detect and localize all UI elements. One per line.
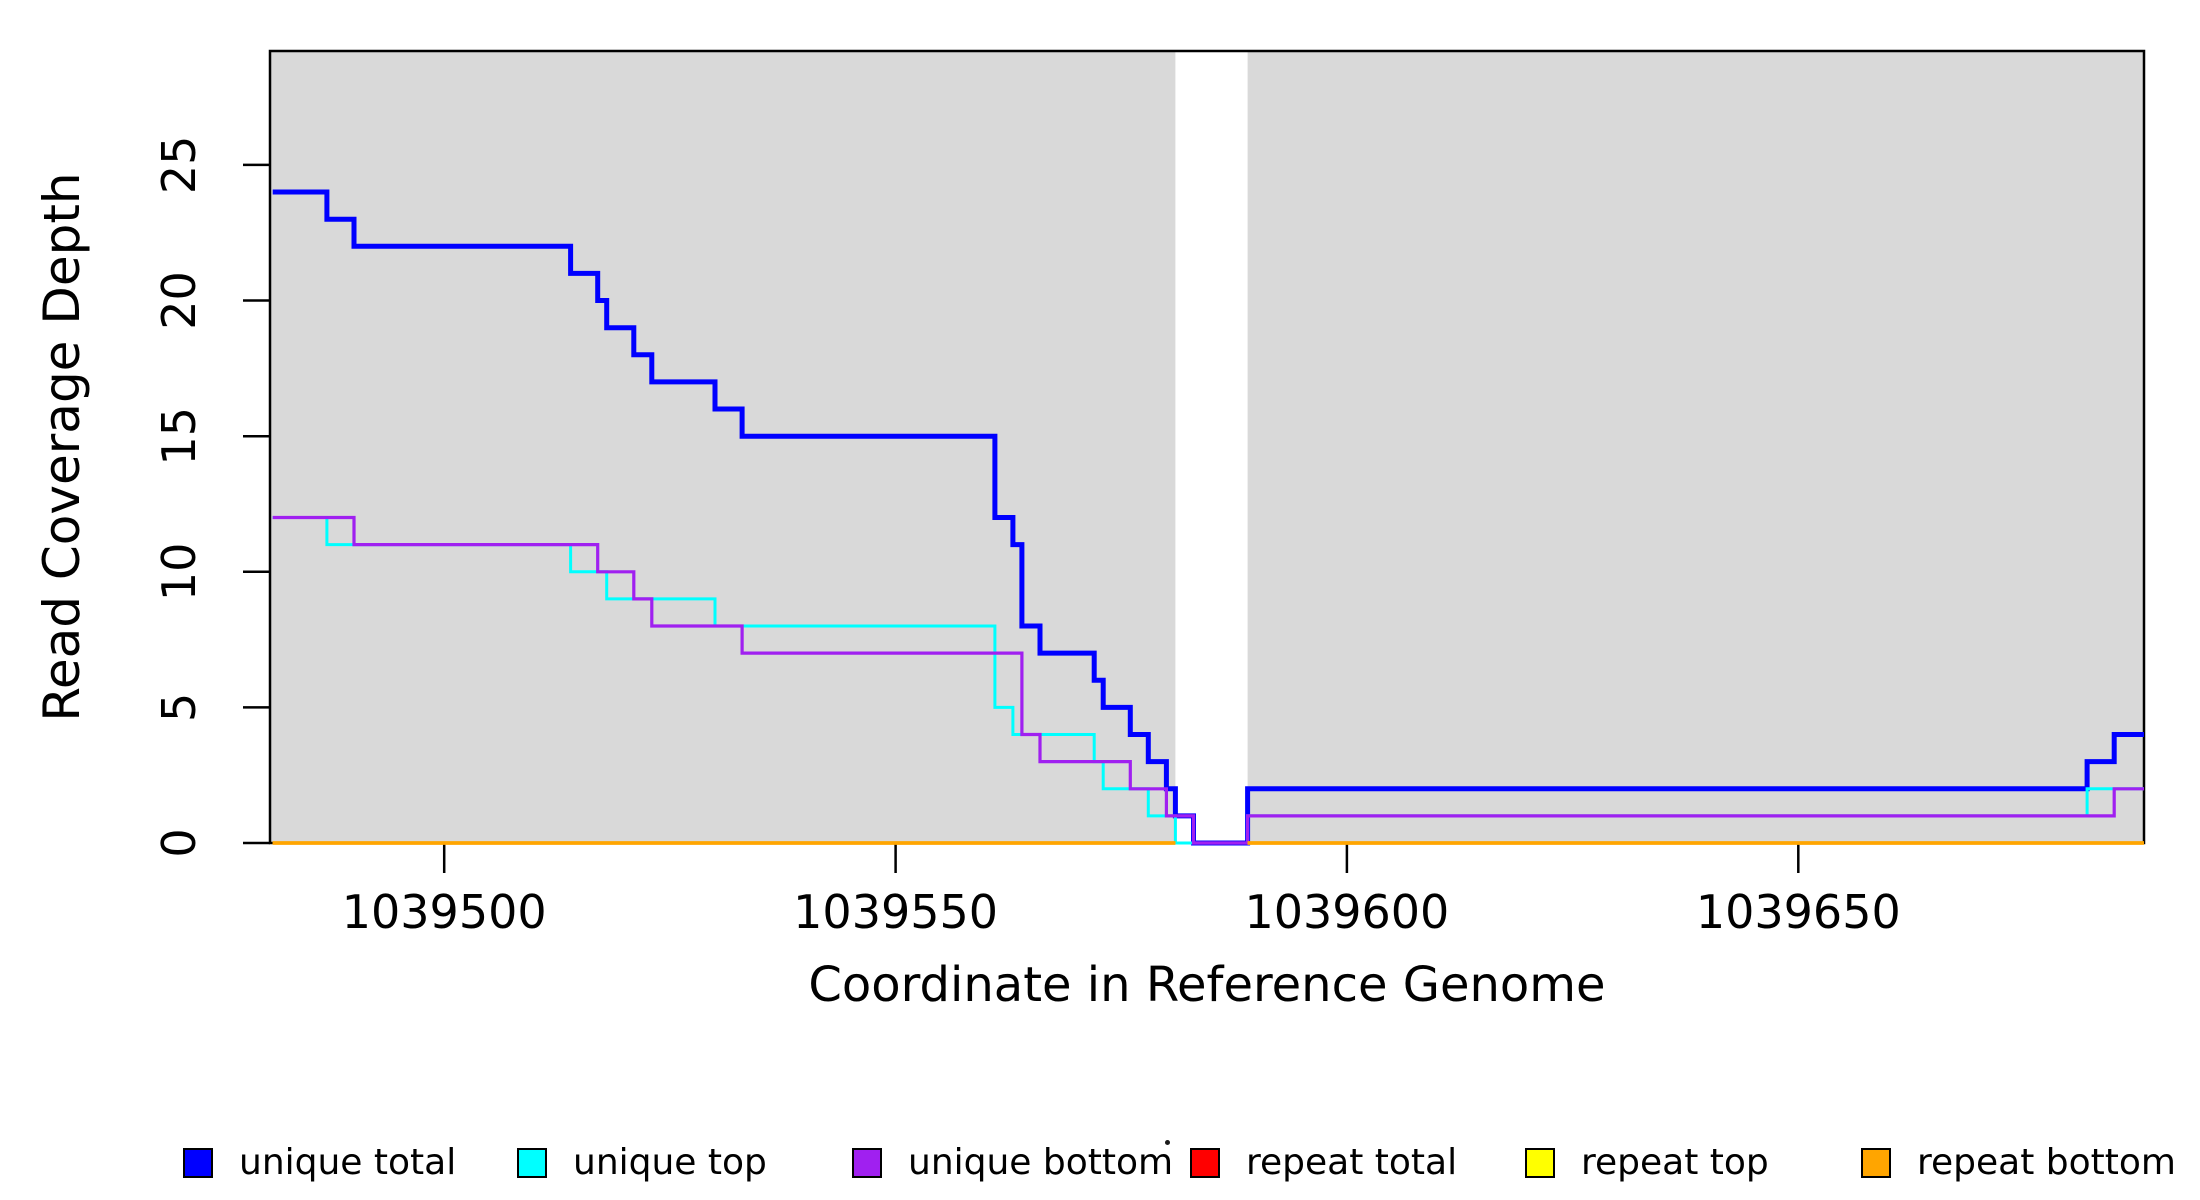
legend-entry-repeat-bottom: repeat bottom xyxy=(1861,1142,2176,1183)
legend-label: unique bottom xyxy=(908,1142,1174,1183)
legend-entry-unique-total: unique total xyxy=(183,1142,457,1183)
legend-swatch-repeat-bottom xyxy=(1861,1148,1891,1178)
chart-legend: unique total unique top unique bottom re… xyxy=(0,1142,2200,1186)
legend-label: repeat top xyxy=(1581,1142,1769,1183)
panel-background-band-1 xyxy=(1247,51,2144,843)
x-axis-title: Coordinate in Reference Genome xyxy=(808,957,1606,1013)
y-axis-tick-label: 25 xyxy=(152,136,206,195)
y-axis-title: Read Coverage Depth xyxy=(33,172,91,722)
y-axis-tick-label: 15 xyxy=(152,407,206,466)
legend-entry-repeat-total: repeat total xyxy=(1190,1142,1458,1183)
series-line-unique-bottom xyxy=(272,515,2144,845)
legend-label: unique total xyxy=(239,1142,457,1183)
panel-background-band-0 xyxy=(270,51,1176,843)
legend-label: repeat total xyxy=(1246,1142,1458,1183)
legend-label: unique top xyxy=(573,1142,767,1183)
legend-swatch-unique-total xyxy=(183,1148,213,1178)
y-axis-tick-label: 20 xyxy=(152,271,206,330)
legend-swatch-unique-bottom xyxy=(852,1148,882,1178)
x-axis-tick-label: 1039600 xyxy=(1244,885,1449,939)
legend-entry-unique-top: unique top xyxy=(517,1142,767,1183)
stray-dot xyxy=(1165,1140,1170,1145)
legend-swatch-repeat-total xyxy=(1190,1148,1220,1178)
series-group xyxy=(272,189,2144,846)
y-axis-tick-label: 0 xyxy=(152,828,206,857)
legend-entry-unique-bottom: unique bottom xyxy=(852,1142,1174,1183)
legend-swatch-unique-top xyxy=(517,1148,547,1178)
legend-swatch-repeat-top xyxy=(1525,1148,1555,1178)
y-axis-tick-label: 10 xyxy=(152,543,206,602)
legend-entry-repeat-top: repeat top xyxy=(1525,1142,1769,1183)
x-axis-tick-label: 1039500 xyxy=(342,885,547,939)
y-axis-tick-label: 5 xyxy=(152,693,206,722)
legend-label: repeat bottom xyxy=(1917,1142,2176,1183)
x-axis-tick-label: 1039650 xyxy=(1696,885,1901,939)
x-axis-tick-label: 1039550 xyxy=(793,885,998,939)
